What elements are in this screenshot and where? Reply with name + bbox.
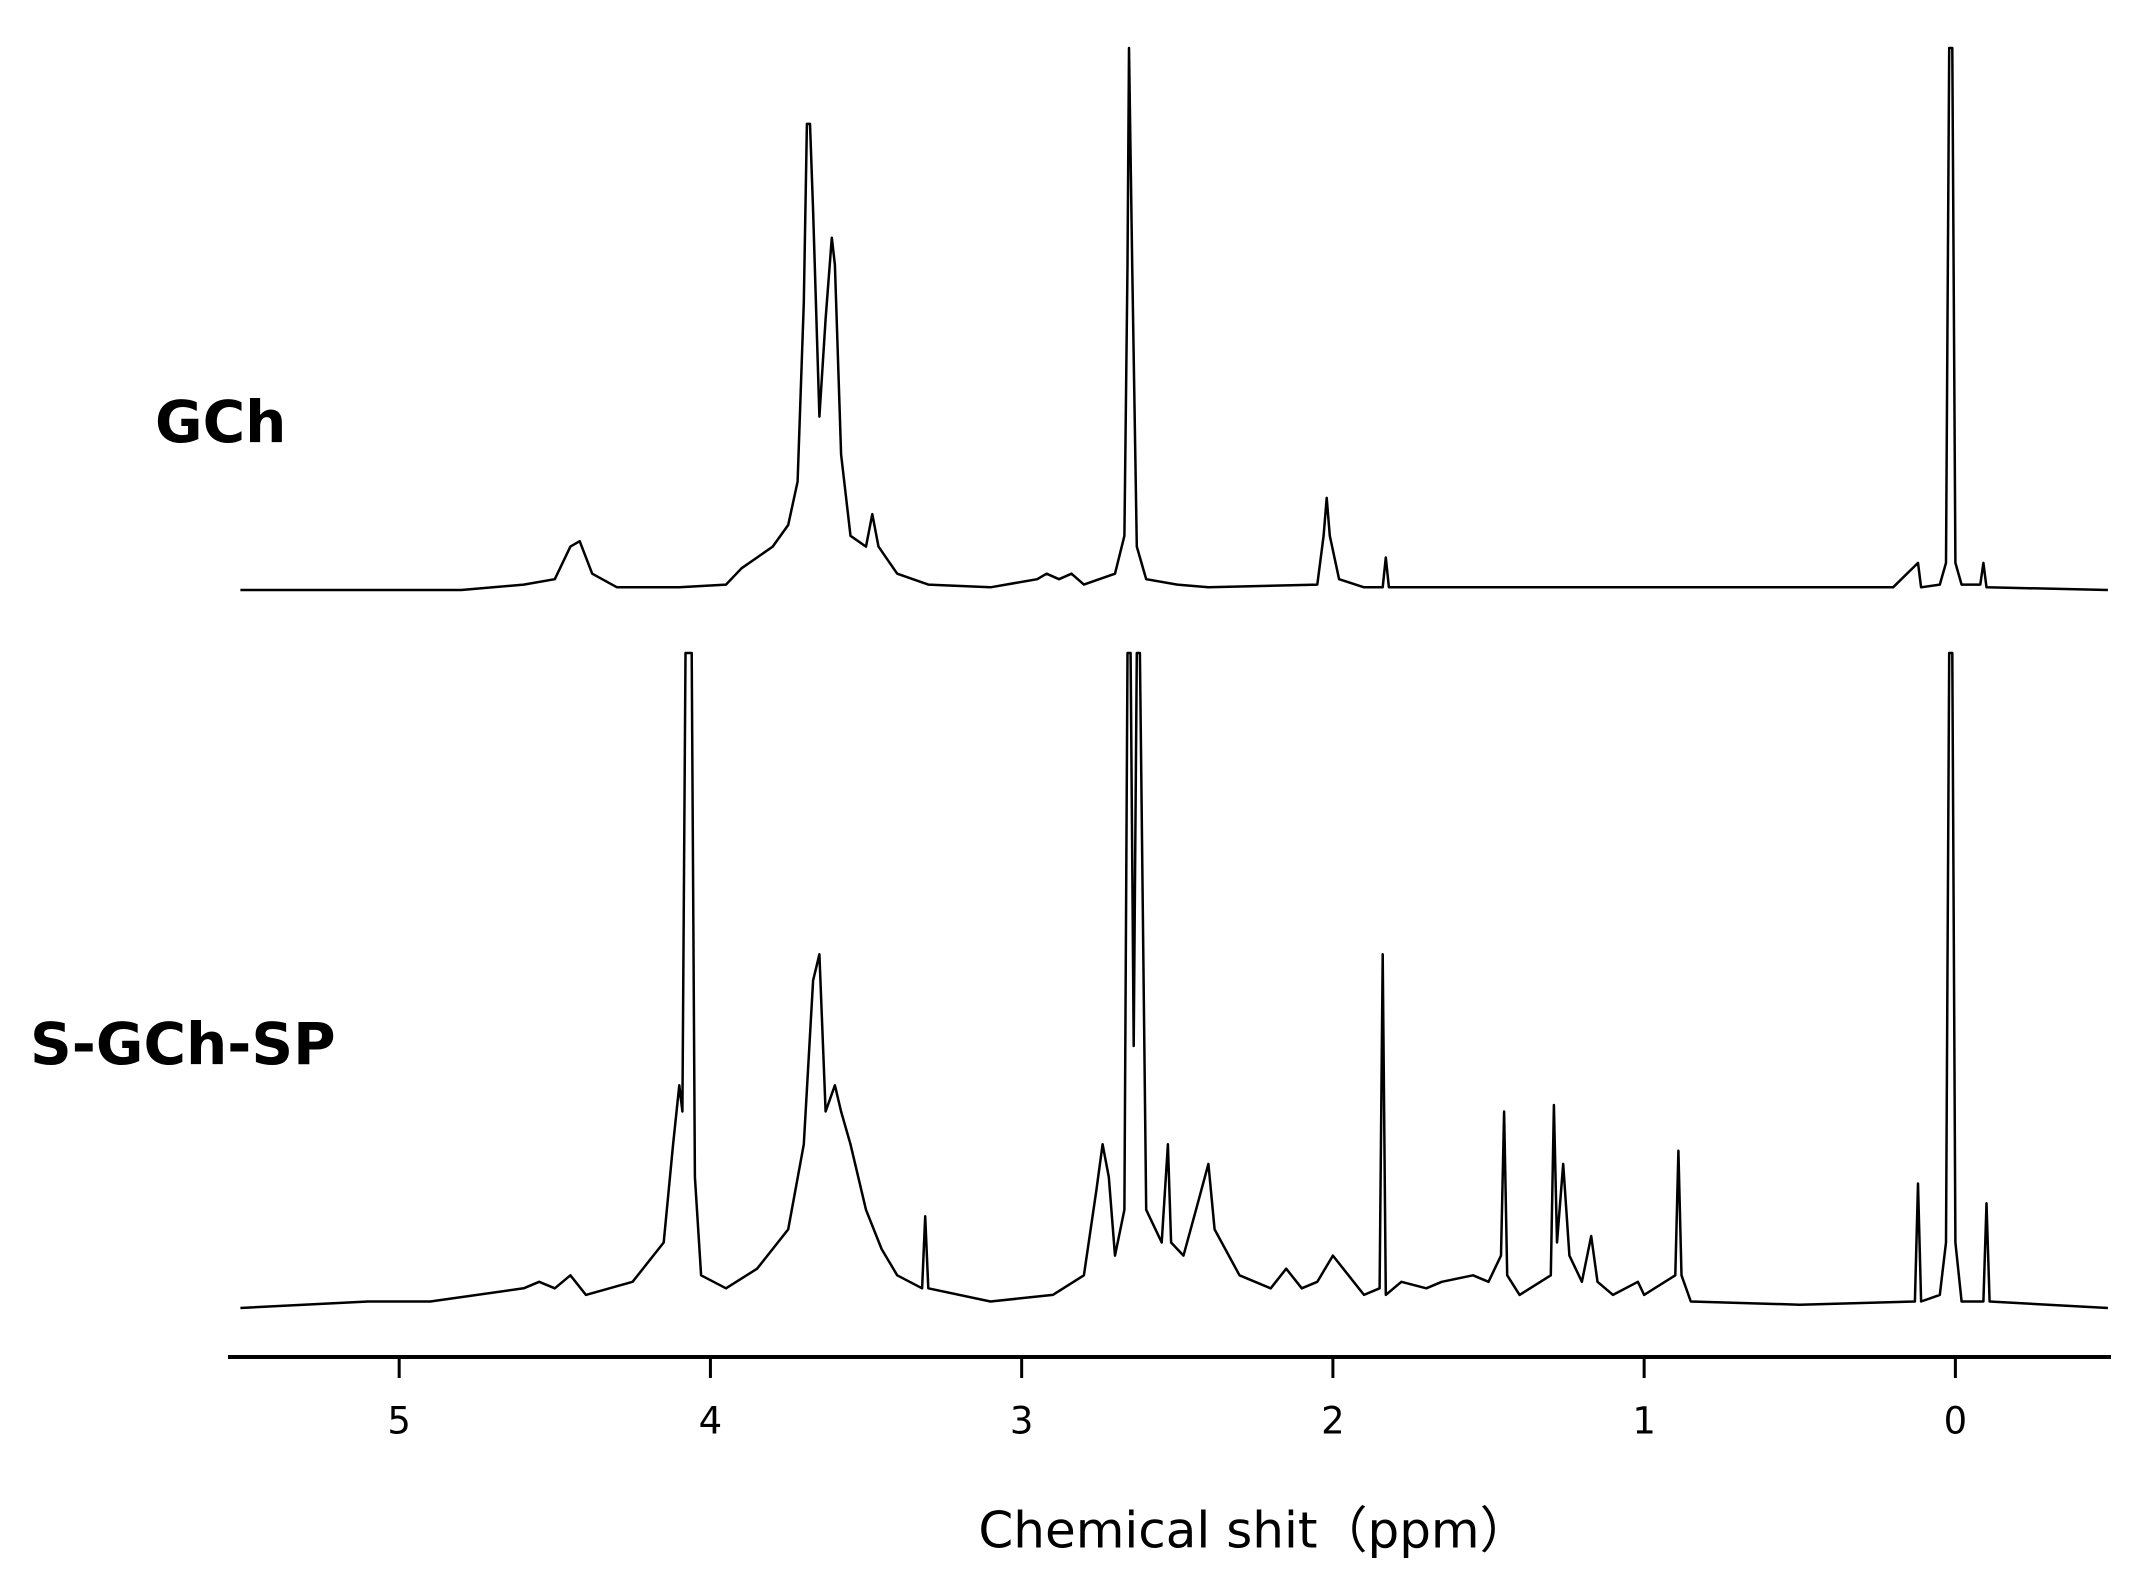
x-tick-label: 0 bbox=[1944, 1400, 1968, 1443]
x-tick-label: 4 bbox=[699, 1400, 723, 1443]
spectrum-line bbox=[240, 46, 2108, 592]
series-label: GCh bbox=[155, 388, 286, 456]
x-tick-label: 1 bbox=[1632, 1400, 1656, 1443]
x-tick-label: 5 bbox=[387, 1400, 411, 1443]
series-label: S-GCh-SP bbox=[30, 1010, 336, 1078]
spectrum-line bbox=[240, 651, 2108, 1310]
x-tick-label: 3 bbox=[1010, 1400, 1034, 1443]
x-tick-label: 2 bbox=[1321, 1400, 1345, 1443]
x-axis-title: Chemical shit（ppm） bbox=[978, 1502, 1529, 1560]
